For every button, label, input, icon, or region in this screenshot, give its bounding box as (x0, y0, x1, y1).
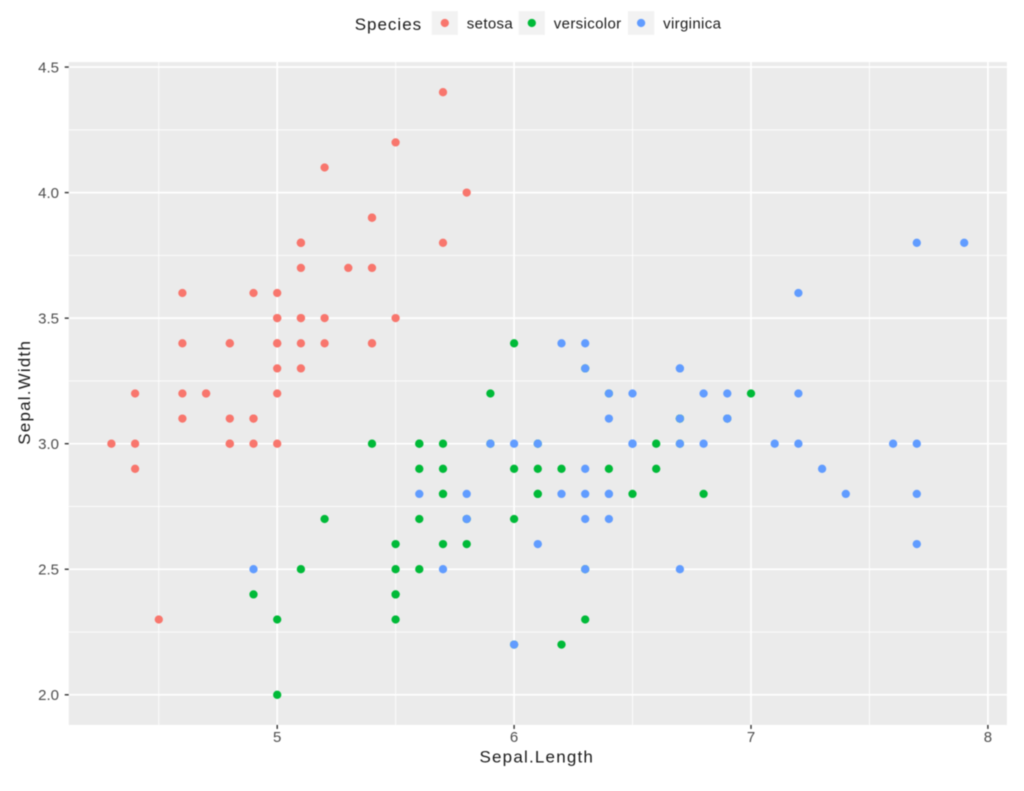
svg-text:Sepal.Length: Sepal.Length (479, 748, 594, 767)
svg-text:7: 7 (747, 729, 755, 746)
svg-text:4.0: 4.0 (38, 185, 59, 202)
svg-text:3.5: 3.5 (38, 311, 59, 328)
svg-text:2.0: 2.0 (38, 687, 59, 704)
svg-text:4.5: 4.5 (38, 59, 59, 76)
svg-text:6: 6 (510, 729, 518, 746)
svg-text:3.0: 3.0 (38, 436, 59, 453)
svg-text:8: 8 (984, 729, 992, 746)
svg-text:versicolor: versicolor (554, 15, 622, 32)
svg-text:setosa: setosa (467, 15, 514, 32)
svg-text:Sepal.Width: Sepal.Width (15, 340, 34, 445)
svg-text:5: 5 (273, 729, 281, 746)
svg-text:virginica: virginica (663, 15, 721, 32)
svg-text:Species: Species (355, 15, 422, 34)
svg-text:2.5: 2.5 (38, 562, 59, 579)
